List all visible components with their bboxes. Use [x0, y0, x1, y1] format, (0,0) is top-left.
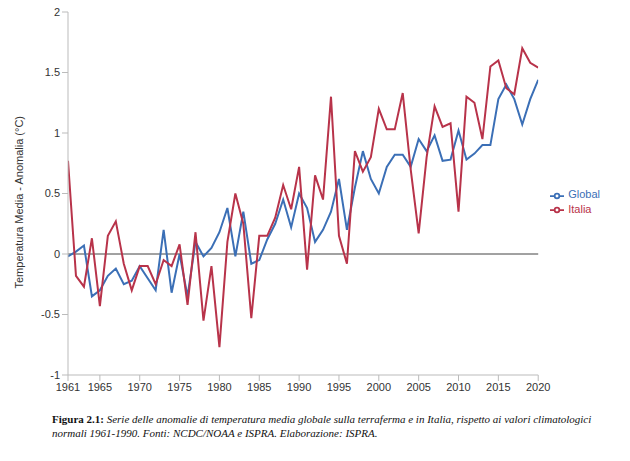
- svg-text:1: 1: [54, 127, 60, 139]
- svg-text:2005: 2005: [406, 381, 430, 393]
- svg-text:1961: 1961: [56, 381, 80, 393]
- svg-text:2010: 2010: [446, 381, 470, 393]
- svg-text:0.5: 0.5: [45, 187, 60, 199]
- svg-text:2020: 2020: [526, 381, 550, 393]
- html-text:Global: Global: [568, 188, 600, 201]
- svg-text:1980: 1980: [207, 381, 231, 393]
- svg-text:1995: 1995: [327, 381, 351, 393]
- svg-text:0: 0: [54, 248, 60, 260]
- svg-text:2015: 2015: [486, 381, 510, 393]
- svg-text:2: 2: [54, 6, 60, 18]
- html-text:Italia: Italia: [568, 202, 592, 215]
- svg-text:1975: 1975: [167, 381, 191, 393]
- svg-text:1990: 1990: [287, 381, 311, 393]
- svg-text:1985: 1985: [247, 381, 271, 393]
- svg-text:-0.5: -0.5: [41, 308, 60, 320]
- svg-text:2000: 2000: [367, 381, 391, 393]
- html-text:Figura 2.1: Serie delle anomal: Figura 2.1: Serie delle anomalie di temp…: [52, 413, 592, 439]
- svg-text:Temperatura Media - Anomalia (: Temperatura Media - Anomalia (°C): [13, 116, 25, 289]
- svg-text:1965: 1965: [88, 381, 112, 393]
- svg-text:1970: 1970: [127, 381, 151, 393]
- svg-text:-1: -1: [50, 369, 60, 381]
- svg-text:1.5: 1.5: [45, 66, 60, 78]
